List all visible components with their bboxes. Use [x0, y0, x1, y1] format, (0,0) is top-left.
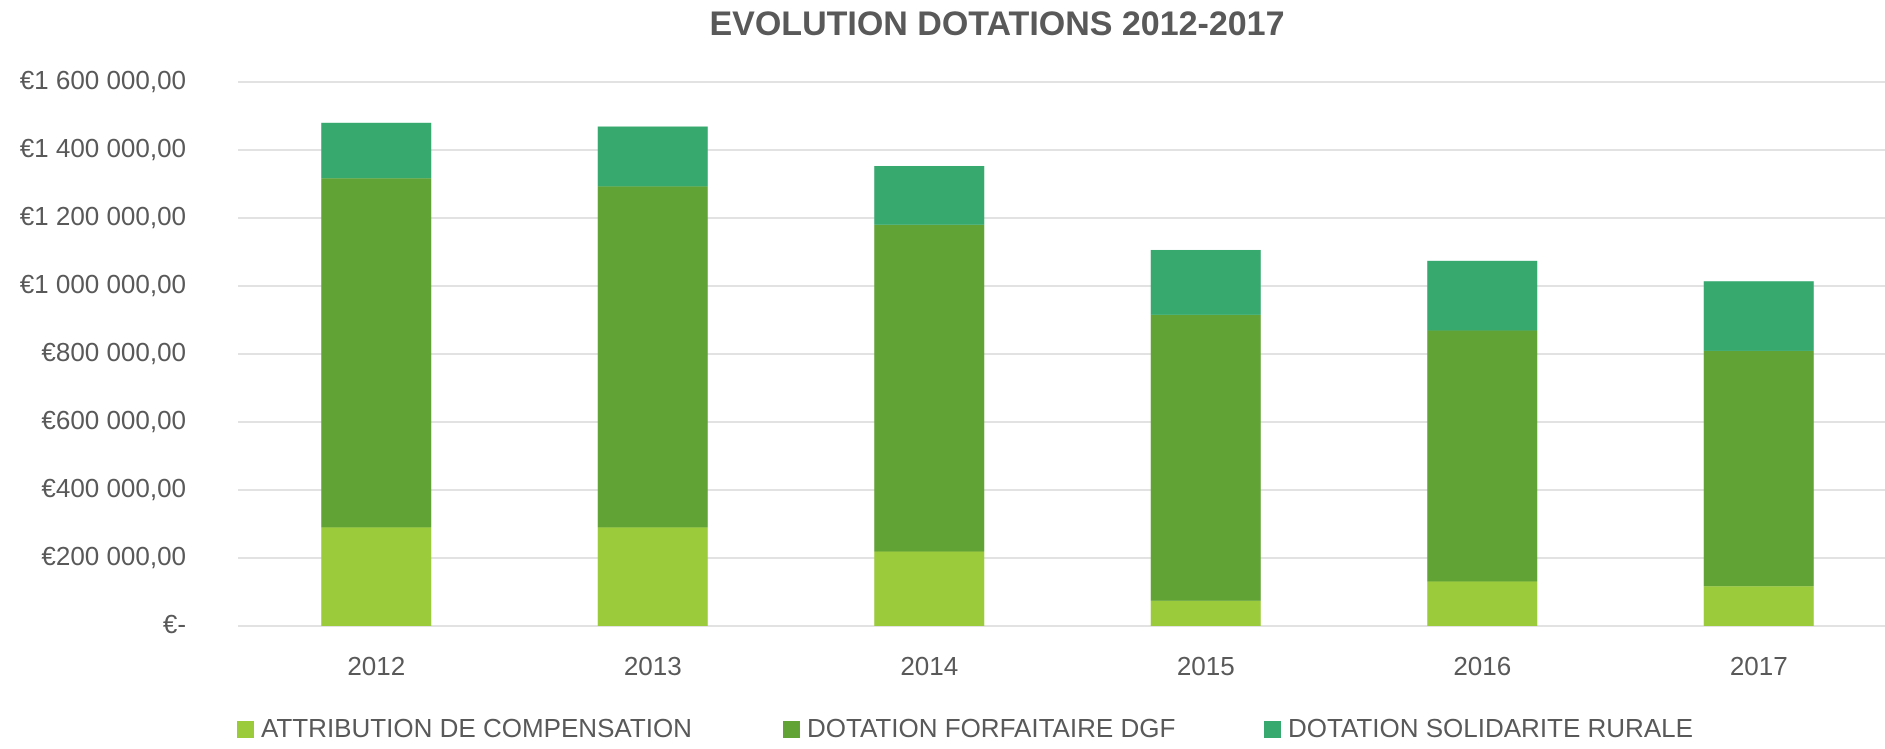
bar-segment [1703, 350, 1814, 587]
bar-segment [1150, 600, 1261, 626]
bar-segment [874, 165, 985, 225]
x-tick-label: 2012 [347, 651, 405, 681]
bar-segment [321, 178, 432, 528]
legend-swatch [783, 721, 800, 738]
bar-segment [1427, 330, 1538, 582]
bar-segment [597, 527, 708, 626]
legend-label: DOTATION FORFAITAIRE DGF [807, 713, 1175, 743]
legend-label: ATTRIBUTION DE COMPENSATION [261, 713, 692, 743]
x-tick-label: 2015 [1177, 651, 1235, 681]
bar-segment [1150, 249, 1261, 315]
y-tick-label: €1 200 000,00 [20, 201, 186, 231]
legend-swatch [1264, 721, 1281, 738]
y-tick-label: €- [163, 609, 186, 639]
y-tick-label: €200 000,00 [41, 541, 186, 571]
bar-segment [1703, 586, 1814, 626]
bar-segment [321, 122, 432, 179]
x-tick-label: 2016 [1453, 651, 1511, 681]
x-tick-label: 2017 [1730, 651, 1788, 681]
x-tick-label: 2014 [900, 651, 958, 681]
legend-label: DOTATION SOLIDARITE RURALE [1288, 713, 1693, 743]
y-tick-label: €1 600 000,00 [20, 65, 186, 95]
y-tick-label: €1 400 000,00 [20, 133, 186, 163]
bar-segment [321, 527, 432, 626]
bar-segment [1703, 281, 1814, 351]
bar-segment [597, 126, 708, 187]
bar-segment [874, 551, 985, 626]
y-tick-label: €800 000,00 [41, 337, 186, 367]
chart-title: EVOLUTION DOTATIONS 2012-2017 [710, 5, 1285, 43]
bar-segment [874, 224, 985, 552]
bar-segment [1150, 314, 1261, 601]
bar-segment [1427, 581, 1538, 626]
bar-segment [597, 186, 708, 528]
y-tick-label: €600 000,00 [41, 405, 186, 435]
y-tick-label: €400 000,00 [41, 473, 186, 503]
bar-segment [1427, 260, 1538, 331]
y-tick-label: €1 000 000,00 [20, 269, 186, 299]
x-tick-label: 2013 [624, 651, 682, 681]
legend-swatch [237, 721, 254, 738]
